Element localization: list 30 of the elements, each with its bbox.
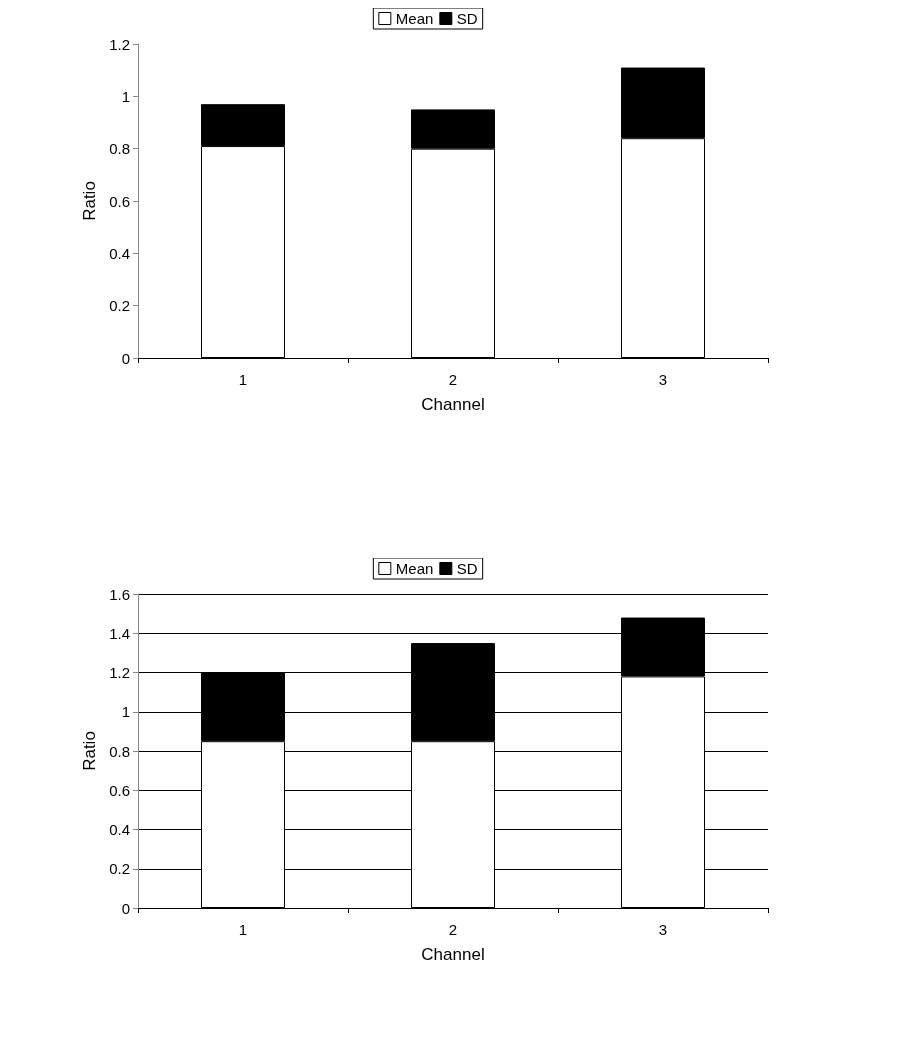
legend-label: SD bbox=[456, 10, 478, 27]
y-tick-label: 0.8 bbox=[109, 140, 130, 158]
x-tick-label: 2 bbox=[448, 921, 458, 938]
x-tick-label: 1 bbox=[238, 921, 248, 938]
y-tick-label: 0 bbox=[121, 349, 130, 367]
legend-label: Mean bbox=[395, 10, 434, 27]
y-tick-label: 0.2 bbox=[109, 297, 130, 315]
x-tick-label: 3 bbox=[658, 371, 668, 388]
x-tick-label: 1 bbox=[238, 371, 248, 388]
y-tick-label: 1 bbox=[121, 87, 130, 105]
y-tick-label: 1.2 bbox=[109, 35, 130, 53]
y-tick-label: 1.6 bbox=[109, 585, 130, 603]
x-axis-title: Channel bbox=[421, 945, 485, 964]
y-tick-label: 0.4 bbox=[109, 821, 130, 838]
y-tick-label: 0.6 bbox=[109, 192, 130, 210]
y-tick-label: 0.8 bbox=[109, 742, 130, 760]
legend-label: Mean bbox=[395, 560, 434, 577]
y-tick-label: 0.4 bbox=[109, 244, 130, 262]
x-tick-label: 3 bbox=[658, 921, 668, 938]
y-axis-title: Ratio bbox=[80, 731, 99, 771]
y-tick-label: 1.2 bbox=[109, 664, 130, 681]
y-tick-label: 1 bbox=[121, 703, 130, 721]
x-axis-title: Channel bbox=[421, 395, 485, 414]
y-axis-title: Ratio bbox=[80, 181, 99, 221]
y-tick-label: 0.6 bbox=[109, 781, 130, 799]
legend-label: SD bbox=[456, 560, 478, 577]
y-tick-label: 0.2 bbox=[109, 860, 130, 878]
y-tick-label: 1.4 bbox=[109, 624, 130, 642]
x-tick-label: 2 bbox=[448, 371, 458, 388]
y-tick-label: 0 bbox=[121, 899, 130, 917]
